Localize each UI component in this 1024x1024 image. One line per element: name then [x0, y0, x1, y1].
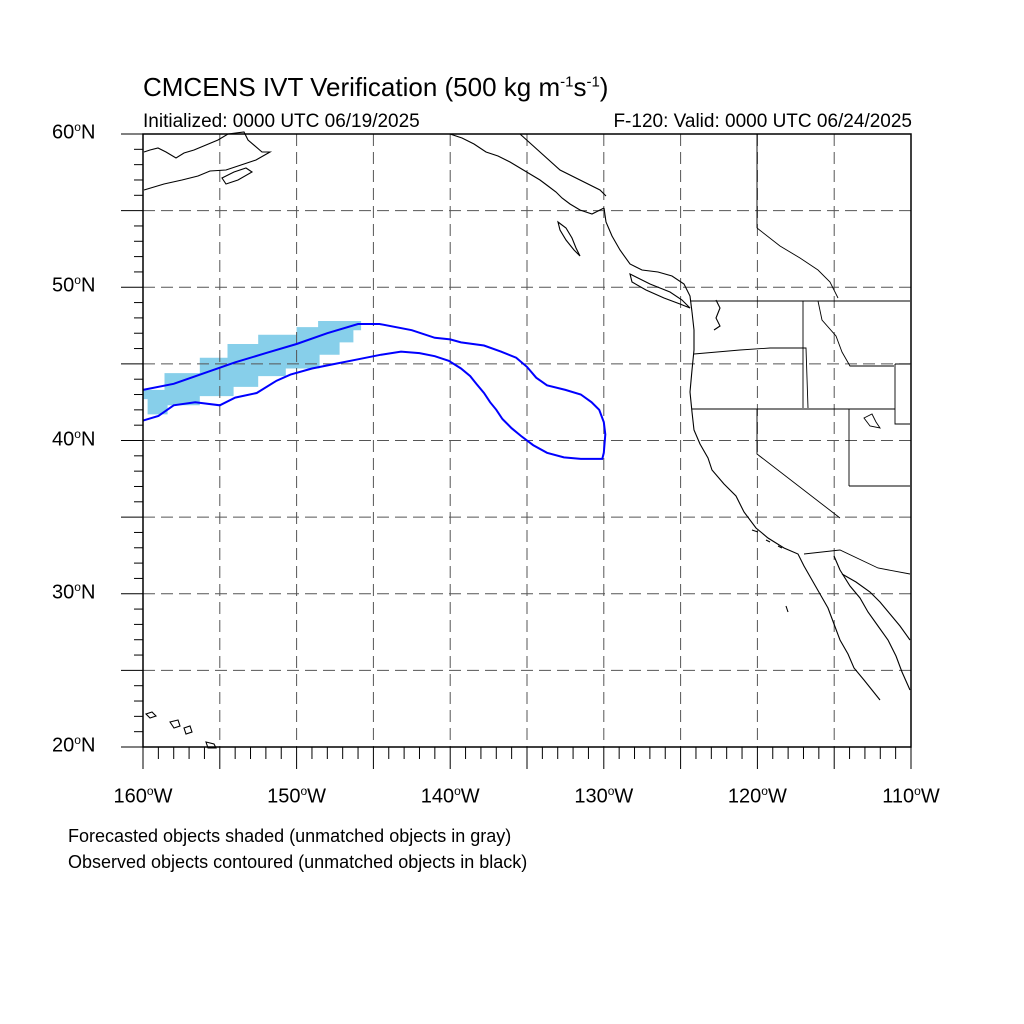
lat-label: 50oN — [52, 273, 96, 297]
hawaii-island-2 — [169, 719, 181, 729]
alaska-panhandle-border — [519, 133, 607, 197]
lon-label: 130oW — [574, 784, 634, 808]
alaska-peninsula-coast — [143, 131, 273, 191]
lon-label: 140oW — [420, 784, 480, 808]
hawaii-island-1 — [144, 711, 158, 719]
bc-alberta-border — [756, 227, 839, 299]
axis-ticks — [121, 133, 912, 769]
forecast-shading-layer — [143, 321, 362, 415]
puget-sound — [713, 299, 721, 331]
chart-title: CMCENS IVT Verification (500 kg m-1s-1) — [143, 72, 608, 103]
kodiak-island — [221, 167, 254, 185]
us-west-coast — [689, 311, 881, 701]
us-mexico-border — [803, 549, 911, 575]
bc-mainland-coast — [603, 207, 693, 313]
california-nevada-border — [756, 409, 841, 519]
lat-label: 40oN — [52, 426, 96, 451]
initialized-label: Initialized: 0000 UTC 06/19/2025 — [143, 111, 420, 132]
lon-label: 160oW — [113, 784, 173, 808]
vancouver-island — [629, 272, 691, 309]
title-close: ) — [599, 72, 609, 102]
haida-gwaii — [557, 220, 581, 257]
observed-legend-note: Observed objects contoured (unmatched ob… — [68, 852, 528, 872]
observed-object-contour — [142, 323, 607, 460]
forecast-legend-note: Forecasted objects shaded (unmatched obj… — [68, 826, 512, 846]
southeast-alaska-coast — [449, 133, 605, 215]
great-salt-lake — [863, 413, 881, 429]
lon-label: 110oW — [882, 784, 940, 808]
lat-label: 60oN — [52, 120, 96, 144]
colorado-wyoming-border — [894, 363, 910, 425]
title-main: CMCENS IVT Verification (500 kg m — [143, 72, 561, 102]
mainland-mexico-coast — [841, 573, 911, 641]
lon-label: 120oW — [727, 784, 787, 808]
title-mid: s — [573, 72, 587, 102]
title-exponent-2: -1 — [586, 73, 600, 91]
hawaii-island-4 — [205, 741, 217, 749]
idaho-montana-border — [817, 300, 894, 367]
washington-oregon-border — [693, 347, 809, 409]
lat-label: 30oN — [52, 579, 96, 604]
channel-islands — [751, 529, 783, 549]
lat-label: 20oN — [52, 733, 96, 757]
political-borders-layer — [690, 134, 911, 575]
forecast-object-shading — [143, 321, 362, 415]
lon-label: 150oW — [267, 784, 327, 808]
hawaii-island-3 — [183, 725, 193, 735]
valid-time-label: F-120: Valid: 0000 UTC 06/24/2025 — [613, 111, 912, 132]
coastline-layer — [143, 131, 911, 749]
baja-peninsula-gulf — [833, 555, 911, 691]
guadalupe-island — [785, 605, 789, 613]
title-exponent-1: -1 — [560, 73, 574, 91]
